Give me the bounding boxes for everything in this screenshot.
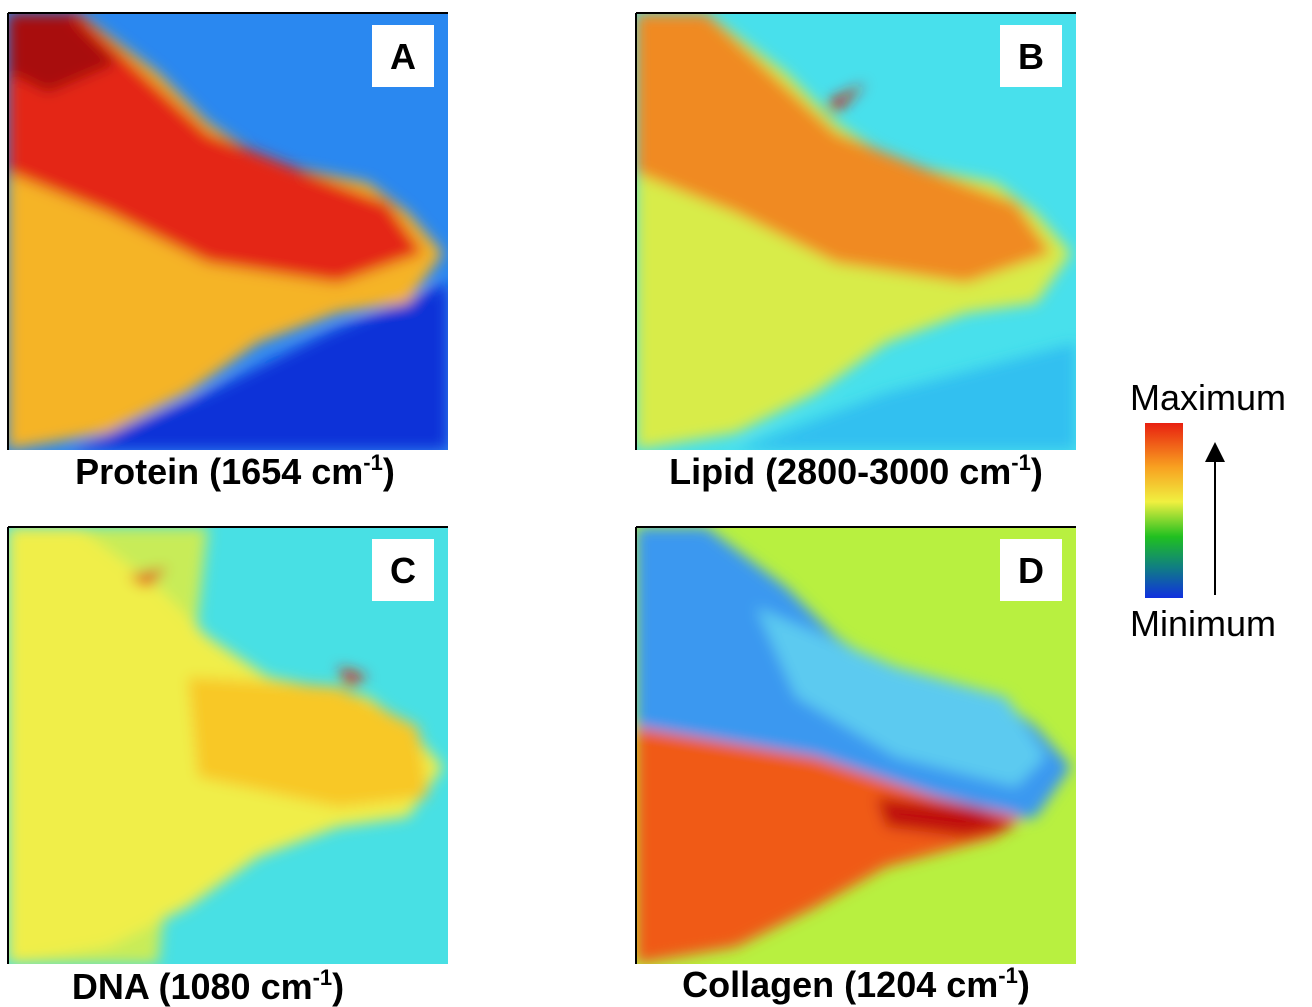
caption-text: Lipid (2800-3000 cm (669, 451, 1011, 492)
map-region (736, 343, 1076, 450)
map-region (826, 83, 866, 113)
map-region (876, 797, 1016, 837)
caption-end: ) (383, 451, 395, 492)
panel-letter: D (1018, 550, 1044, 591)
colorbar-max: Maximum (1130, 377, 1286, 418)
caption-text: DNA (1080 cm (72, 966, 313, 1007)
map-region (636, 13, 1051, 283)
colorbar-min: Minimum (1130, 603, 1276, 644)
map-region (8, 13, 423, 283)
caption-sup: -1 (363, 450, 383, 475)
caption-text: Protein (1654 cm (75, 451, 363, 492)
map-regions (636, 13, 1076, 450)
map-regions (8, 527, 443, 964)
map-region (338, 667, 368, 687)
map-region (636, 727, 1021, 964)
map-region (128, 567, 168, 587)
panel-caption: Lipid (2800-3000 cm-1) (669, 450, 1043, 492)
caption-end: ) (1018, 964, 1030, 1005)
map-region (188, 677, 428, 807)
letter-box (1000, 25, 1062, 87)
map-regions (8, 13, 448, 450)
letter-box (372, 539, 434, 601)
panel-letter: C (390, 550, 416, 591)
map-image (636, 13, 1076, 450)
caption-end: ) (332, 966, 344, 1007)
map-regions (636, 527, 1071, 964)
letter-box (372, 25, 434, 87)
map-region (8, 13, 118, 93)
panel-caption: Protein (1654 cm-1) (75, 450, 395, 492)
colorbar (1145, 423, 1183, 598)
map-region (68, 283, 448, 450)
map-region (756, 607, 1046, 787)
caption-end: ) (1031, 451, 1043, 492)
panel-caption: Collagen (1204 cm-1) (682, 963, 1030, 1005)
caption-sup: -1 (1011, 450, 1031, 475)
caption-sup: -1 (313, 965, 333, 990)
panel-letter: A (390, 36, 416, 77)
map-panel: A (7, 12, 448, 450)
map-panel: C (7, 526, 448, 964)
map-panel: B (635, 12, 1076, 450)
panel-letter: B (1018, 36, 1044, 77)
letter-box (1000, 539, 1062, 601)
caption-sup: -1 (998, 963, 1018, 988)
caption-text: Collagen (1204 cm (682, 964, 998, 1005)
map-panel: D (635, 526, 1076, 964)
panel-caption: DNA (1080 cm-1) (72, 965, 344, 1007)
